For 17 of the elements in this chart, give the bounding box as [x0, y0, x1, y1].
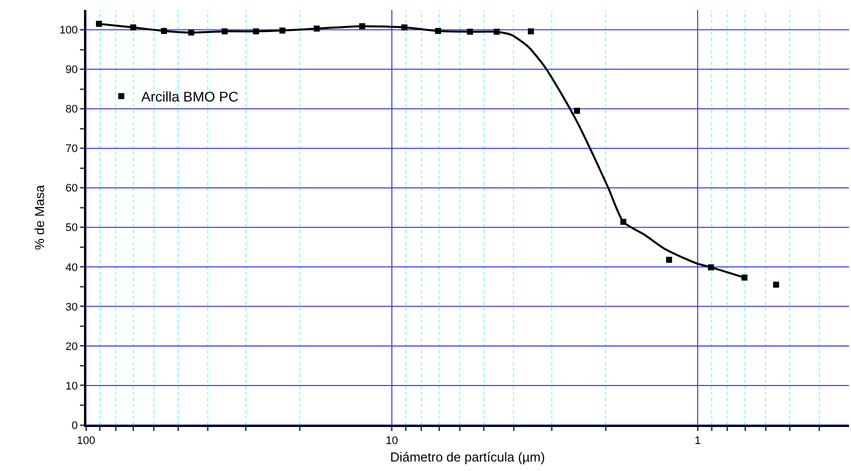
x-tick-label: 100 — [76, 435, 96, 448]
y-tick-label: 30 — [66, 301, 78, 314]
y-axis-title: % de Masa — [32, 184, 47, 250]
y-tick-label: 80 — [66, 104, 78, 116]
x-axis-title: Diámetro de partícula (µm) — [390, 449, 545, 464]
legend-label: Arcilla BMO PC — [141, 88, 238, 105]
y-tick-label: 60 — [66, 182, 78, 195]
y-tick-label: 50 — [66, 222, 78, 234]
x-tick-label: 10 — [386, 435, 398, 448]
x-tick-label: 1 — [694, 435, 701, 448]
y-tick-label: 70 — [66, 143, 78, 156]
y-tick-label: 90 — [66, 64, 78, 76]
y-tick-label: 20 — [66, 340, 78, 353]
y-tick-label: 0 — [72, 420, 78, 432]
y-tick-label: 100 — [59, 24, 78, 37]
y-tick-label: 40 — [66, 262, 78, 274]
y-tick-label: 10 — [66, 380, 78, 392]
